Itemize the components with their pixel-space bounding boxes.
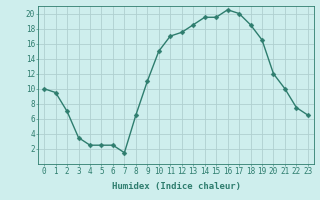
X-axis label: Humidex (Indice chaleur): Humidex (Indice chaleur): [111, 182, 241, 191]
